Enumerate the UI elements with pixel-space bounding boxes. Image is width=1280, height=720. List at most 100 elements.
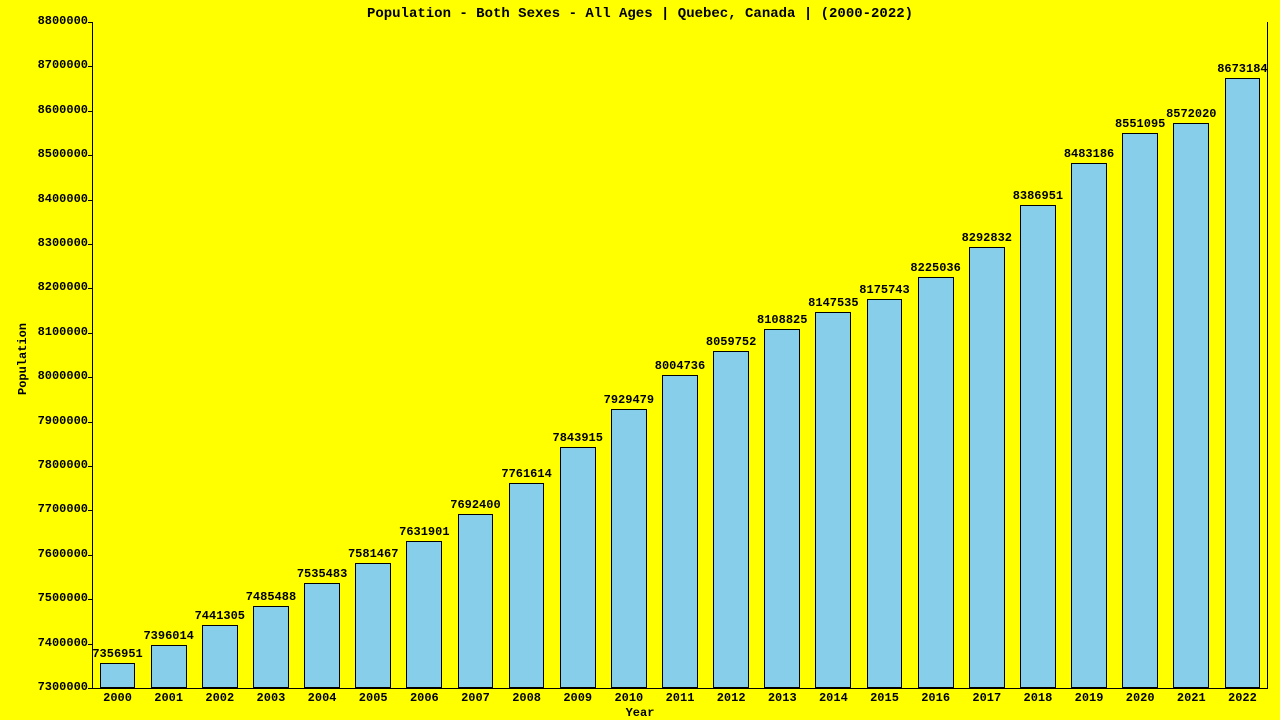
x-tick-label: 2016	[916, 691, 956, 705]
bar-value-label: 7631901	[394, 525, 454, 539]
bar	[713, 351, 749, 688]
bar-value-label: 7396014	[139, 629, 199, 643]
y-tick-label: 8800000	[38, 14, 88, 28]
x-tick-label: 2010	[609, 691, 649, 705]
bar	[662, 375, 698, 688]
bar	[100, 663, 136, 688]
x-tick-label: 2021	[1171, 691, 1211, 705]
y-tick-label: 8100000	[38, 325, 88, 339]
bar-value-label: 8572020	[1161, 107, 1221, 121]
y-axis-label: Population	[16, 323, 30, 395]
y-tick-label: 7700000	[38, 502, 88, 516]
bar	[202, 625, 238, 688]
y-tick-mark	[88, 22, 92, 23]
x-axis-label: Year	[0, 706, 1280, 720]
x-tick-label: 2003	[251, 691, 291, 705]
bar-value-label: 7929479	[599, 393, 659, 407]
bar-value-label: 8225036	[906, 261, 966, 275]
x-tick-label: 2001	[149, 691, 189, 705]
x-tick-label: 2018	[1018, 691, 1058, 705]
bar-value-label: 8175743	[855, 283, 915, 297]
y-tick-mark	[88, 288, 92, 289]
y-tick-label: 8500000	[38, 147, 88, 161]
x-tick-label: 2017	[967, 691, 1007, 705]
x-tick-label: 2013	[762, 691, 802, 705]
x-tick-label: 2019	[1069, 691, 1109, 705]
x-tick-label: 2011	[660, 691, 700, 705]
x-tick-label: 2015	[865, 691, 905, 705]
bar-value-label: 8147535	[803, 296, 863, 310]
y-tick-mark	[88, 599, 92, 600]
y-tick-mark	[88, 510, 92, 511]
bar-value-label: 8004736	[650, 359, 710, 373]
bar-value-label: 8483186	[1059, 147, 1119, 161]
bar	[918, 277, 954, 688]
y-tick-mark	[88, 244, 92, 245]
bar	[1225, 78, 1261, 688]
bar-value-label: 7692400	[445, 498, 505, 512]
y-tick-label: 8300000	[38, 236, 88, 250]
x-tick-label: 2020	[1120, 691, 1160, 705]
bar	[1173, 123, 1209, 688]
y-axis-line	[92, 22, 93, 688]
y-tick-label: 7900000	[38, 414, 88, 428]
bar-value-label: 7356951	[88, 647, 148, 661]
y-tick-mark	[88, 466, 92, 467]
y-tick-mark	[88, 688, 92, 689]
bar-value-label: 8292832	[957, 231, 1017, 245]
x-tick-label: 2005	[353, 691, 393, 705]
chart-title: Population - Both Sexes - All Ages | Que…	[0, 6, 1280, 22]
x-tick-label: 2007	[455, 691, 495, 705]
y-tick-mark	[88, 555, 92, 556]
x-tick-label: 2000	[98, 691, 138, 705]
bar-value-label: 8059752	[701, 335, 761, 349]
y-tick-label: 8700000	[38, 58, 88, 72]
y-tick-mark	[88, 333, 92, 334]
bar-value-label: 8386951	[1008, 189, 1068, 203]
x-axis-line	[92, 688, 1268, 689]
y-tick-mark	[88, 377, 92, 378]
y-tick-mark	[88, 111, 92, 112]
y-tick-label: 8200000	[38, 280, 88, 294]
x-tick-label: 2012	[711, 691, 751, 705]
bar	[355, 563, 391, 688]
bar	[867, 299, 903, 688]
bar	[458, 514, 494, 688]
bar	[1122, 133, 1158, 688]
y-tick-label: 7300000	[38, 680, 88, 694]
y-tick-label: 8400000	[38, 192, 88, 206]
bar-value-label: 7535483	[292, 567, 352, 581]
bar	[560, 447, 596, 688]
bar	[969, 247, 1005, 688]
x-tick-label: 2008	[507, 691, 547, 705]
bar	[611, 409, 647, 688]
x-tick-label: 2014	[813, 691, 853, 705]
x-tick-label: 2002	[200, 691, 240, 705]
y-tick-label: 7800000	[38, 458, 88, 472]
y-tick-mark	[88, 66, 92, 67]
bar	[304, 583, 340, 688]
bar	[1020, 205, 1056, 688]
chart-container: Population - Both Sexes - All Ages | Que…	[0, 0, 1280, 720]
bar-value-label: 7581467	[343, 547, 403, 561]
bar	[151, 645, 187, 688]
bar-value-label: 8673184	[1212, 62, 1272, 76]
x-tick-label: 2004	[302, 691, 342, 705]
bar	[406, 541, 442, 688]
y-tick-label: 7600000	[38, 547, 88, 561]
bar	[253, 606, 289, 688]
y-tick-mark	[88, 644, 92, 645]
bar-value-label: 8108825	[752, 313, 812, 327]
y-tick-label: 7500000	[38, 591, 88, 605]
bar	[764, 329, 800, 688]
y-tick-mark	[88, 200, 92, 201]
x-tick-label: 2009	[558, 691, 598, 705]
y-tick-mark	[88, 422, 92, 423]
y-tick-label: 7400000	[38, 636, 88, 650]
bar	[1071, 163, 1107, 688]
y-tick-label: 8000000	[38, 369, 88, 383]
bar-value-label: 7843915	[548, 431, 608, 445]
y-tick-label: 8600000	[38, 103, 88, 117]
bar-value-label: 7485488	[241, 590, 301, 604]
y-axis-right-line	[1267, 22, 1268, 688]
